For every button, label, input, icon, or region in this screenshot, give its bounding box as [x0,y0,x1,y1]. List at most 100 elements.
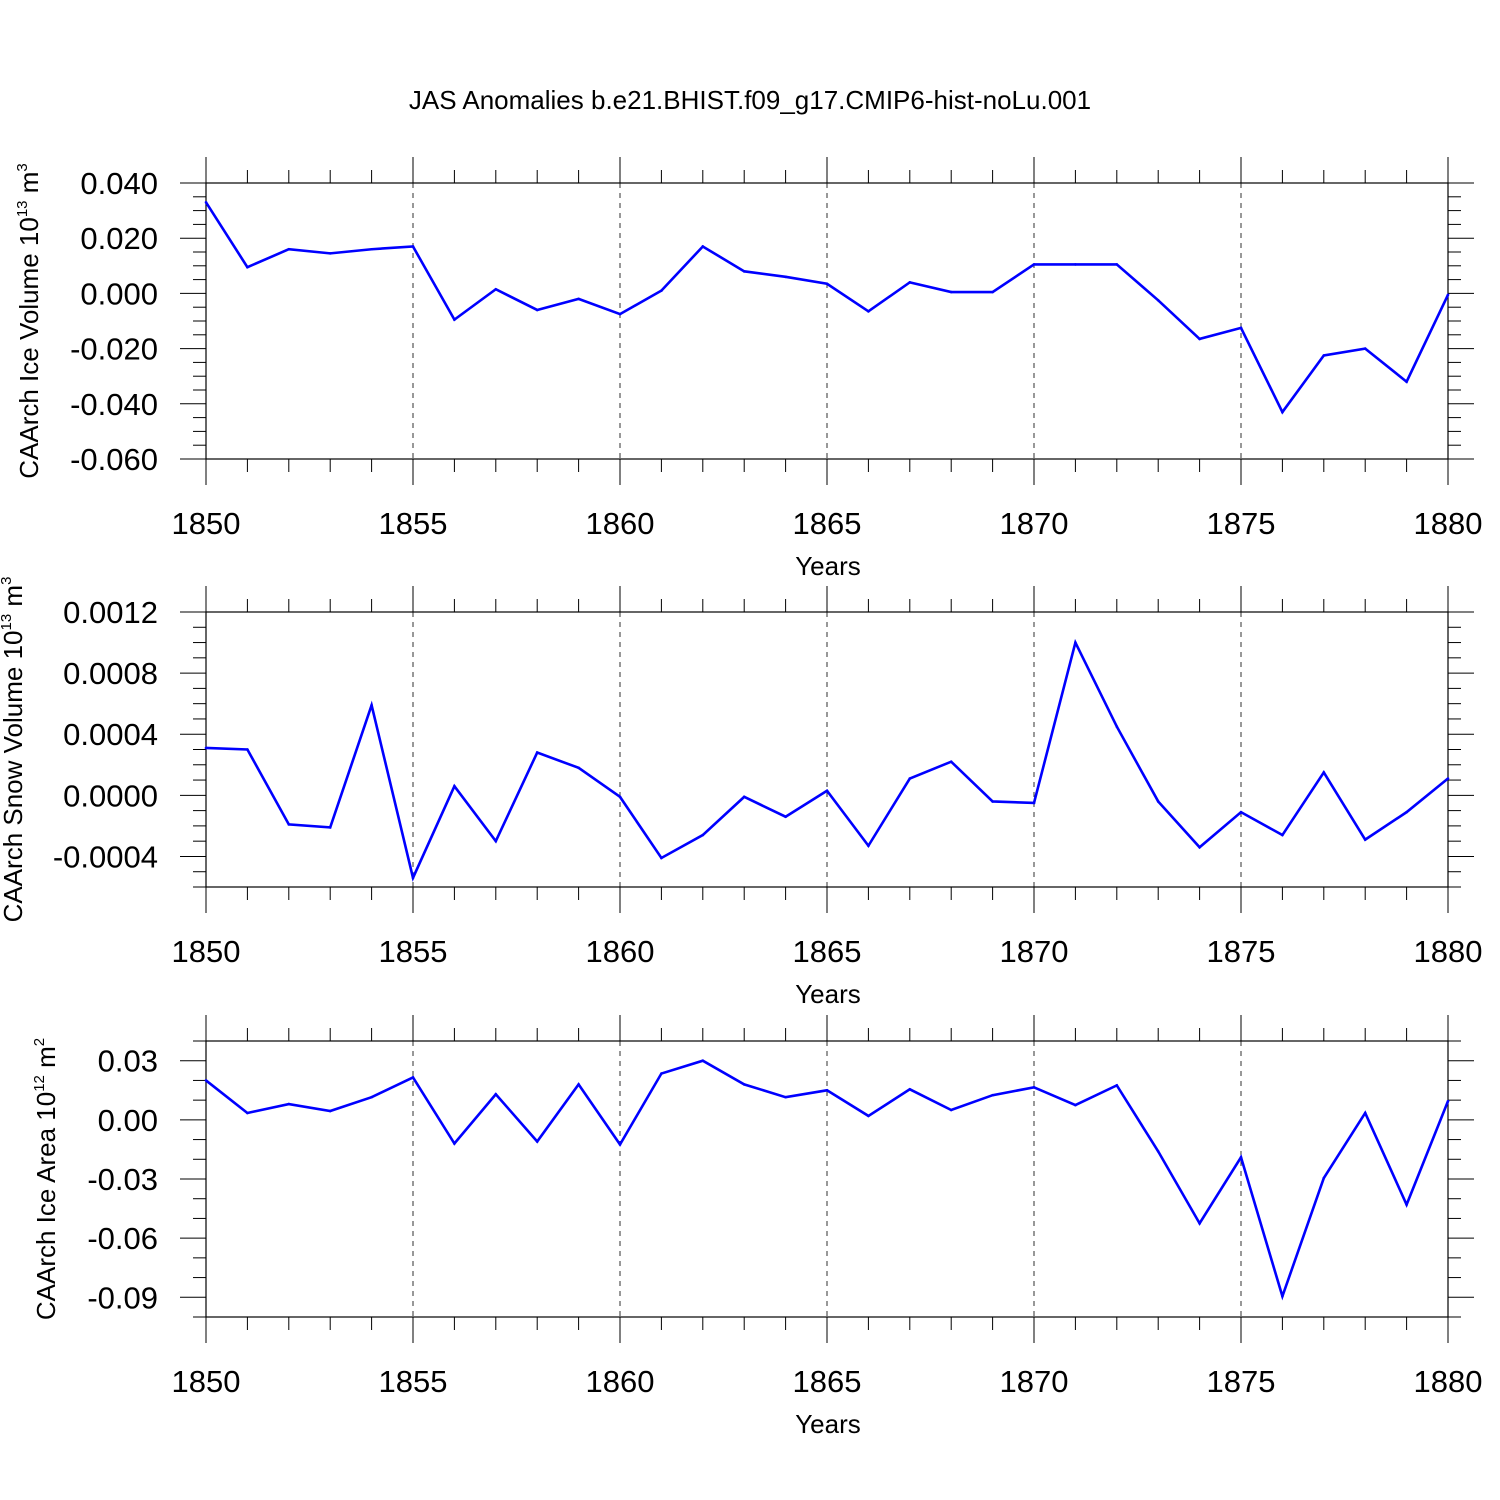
data-point [1032,1086,1036,1089]
data-point [494,1092,498,1096]
data-point [1198,845,1201,849]
data-point [577,297,580,301]
x-tick-label: 1855 [379,1364,448,1399]
data-point [1074,1103,1077,1107]
data-point [287,823,291,826]
data-point [494,839,498,843]
data-point [1405,380,1408,384]
data-point [1198,337,1201,341]
data-point [1322,1176,1326,1180]
data-point [1074,641,1077,644]
y-tick-label: -0.040 [70,387,158,422]
y-tick-label: -0.06 [87,1221,158,1256]
chart-title: JAS Anomalies b.e21.BHIST.f09_g17.CMIP6-… [409,85,1091,115]
x-tick-label: 1855 [379,506,448,541]
data-point [618,795,622,799]
data-point [328,1109,332,1113]
data-point [1322,354,1326,357]
y-tick-label: 0.03 [98,1044,158,1079]
x-tick-label: 1860 [586,934,655,969]
y-tick-label: 0.000 [80,276,158,311]
data-point [742,795,746,799]
data-point [370,703,373,707]
data-point [1156,800,1160,803]
data-point [453,1142,456,1145]
data-point [1446,293,1450,297]
data-point [660,289,663,292]
data-point [1446,1099,1450,1103]
data-point [949,1108,953,1112]
data-point [287,247,291,251]
data-point [784,1095,787,1099]
data-point [825,789,829,793]
x-tick-label: 1860 [586,1364,655,1399]
data-point [701,833,705,837]
y-axis-label-part: m [31,1046,61,1075]
data-point [370,247,373,251]
data-point [991,800,994,803]
y-axis-label-part: CAArch Ice Volume 10 [14,217,44,479]
data-point [411,876,415,880]
data-point [411,1076,415,1079]
y-axis-label-part: CAArch Ice Area 10 [31,1092,61,1320]
data-point [1156,1150,1160,1153]
y-tick-label: -0.03 [87,1162,158,1197]
data-point [1405,1203,1408,1206]
data-point [1074,263,1077,266]
data-point [991,1093,994,1097]
data-point [1032,263,1036,266]
data-point [908,777,912,780]
x-tick-label: 1875 [1207,934,1276,969]
y-axis-label-part: 13 [14,200,31,217]
data-point [742,270,746,273]
data-point [742,1083,746,1086]
y-axis-label-part: 12 [31,1075,48,1092]
data-point [908,281,912,284]
data-point [867,1114,870,1118]
data-point [577,1083,580,1086]
y-tick-label: 0.020 [80,221,158,256]
x-tick-label: 1865 [793,506,862,541]
data-point [1156,299,1160,302]
panel-1: -0.060 -0.040 -0.020 0.000 0.020 0.040 1850 185… [14,157,1482,581]
x-tick-label: 1880 [1414,506,1483,541]
data-point [1363,1111,1367,1115]
data-point [1322,771,1326,774]
data-point [1281,833,1284,837]
data-point [825,282,829,286]
y-tick-label: 0.040 [80,166,158,201]
data-point [535,308,539,312]
data-point [204,1079,208,1082]
data-point [453,784,456,788]
data-point [246,748,249,751]
data-point [1198,1222,1201,1225]
data-point [660,856,663,860]
y-axis-label-part: m [14,172,44,201]
data-point [867,310,870,313]
x-tick-label: 1860 [586,506,655,541]
x-tick-label: 1870 [1000,506,1069,541]
y-axis-label: CAArch Ice Volume 1013 m3 [14,163,44,479]
data-point [784,275,787,279]
data-point [287,1102,291,1106]
data-point [991,290,994,294]
y-axis-label-part: 3 [0,577,15,585]
data-point [701,1059,705,1063]
y-axis-label-part: 2 [31,1038,48,1046]
x-tick-label: 1865 [793,934,862,969]
data-point [1239,1156,1243,1159]
x-tick-label: 1870 [1000,934,1069,969]
panel-3: -0.09 -0.06 -0.03 0.00 0.03 1850 1855 1860 1865 1… [31,1015,1482,1439]
x-tick-label: 1855 [379,934,448,969]
y-axis-label-part: m [0,585,28,614]
data-point [949,760,953,764]
data-point [1363,347,1367,350]
data-point [535,1140,539,1143]
y-axis-label-part: 13 [0,614,15,631]
data-point [949,290,953,294]
y-tick-label: -0.09 [87,1280,158,1315]
data-point [618,312,622,316]
data-point [494,287,498,291]
y-axis-label: CAArch Snow Volume 1013 m3 [0,577,28,923]
